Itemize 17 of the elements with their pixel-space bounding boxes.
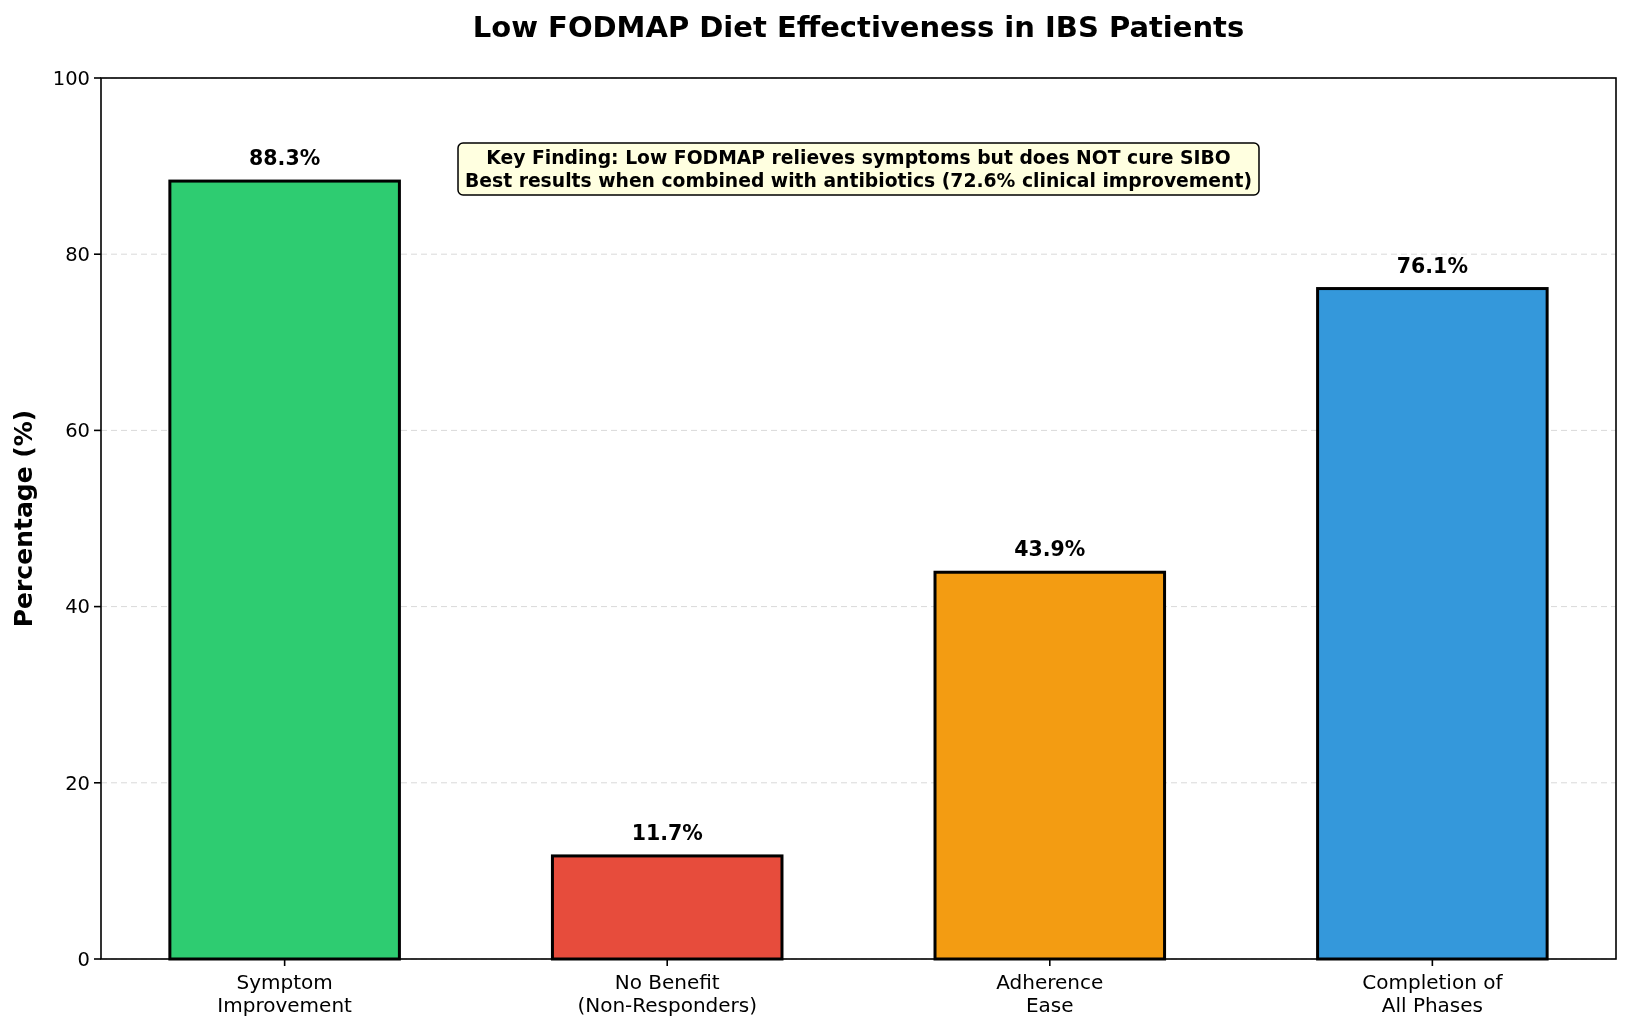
y-tick-label: 40 bbox=[65, 595, 90, 619]
y-tick-label: 0 bbox=[77, 947, 90, 971]
x-tick-label: Adherence Ease bbox=[996, 970, 1104, 1017]
y-tick-label: 60 bbox=[65, 419, 90, 443]
x-tick-label: Symptom Improvement bbox=[217, 970, 353, 1017]
x-tick-label: No Benefit (Non-Responders) bbox=[577, 970, 758, 1017]
y-tick-label: 100 bbox=[52, 66, 90, 90]
data-label: 88.3% bbox=[249, 146, 321, 171]
annotation: Key Finding: Low FODMAP relieves symptoms but does NOT cure SIBO Best results when combined with antibiotics (72.6% clinical improvement) bbox=[465, 147, 1252, 191]
y-tick-label: 80 bbox=[65, 243, 90, 267]
x-tick-label: Completion of All Phases bbox=[1362, 970, 1504, 1017]
chart-title: Low FODMAP Diet Effectiveness in IBS Patients bbox=[472, 10, 1245, 44]
data-label: 43.9% bbox=[1014, 537, 1086, 562]
y-axis-title: Percentage (%) bbox=[9, 409, 38, 628]
data-label: 11.7% bbox=[631, 820, 703, 845]
data-label: 76.1% bbox=[1396, 253, 1468, 278]
y-tick-label: 20 bbox=[65, 771, 90, 795]
